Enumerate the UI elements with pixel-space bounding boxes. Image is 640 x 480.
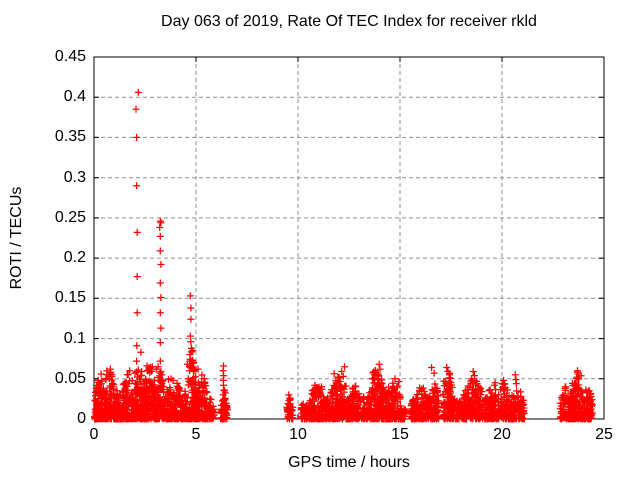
y-tick-label: 0.1: [63, 329, 86, 347]
grid-lines: [94, 57, 604, 419]
x-tick-label: 5: [191, 426, 201, 443]
y-tick-label: 0.45: [54, 48, 86, 65]
roti-scatter-points: [91, 88, 596, 423]
y-tick-label: 0.2: [63, 249, 86, 267]
y-tick-label: 0.25: [54, 208, 86, 226]
y-tick-label: 0.15: [54, 289, 86, 307]
x-tick-label: 0: [89, 426, 99, 443]
tick-marks: [93, 56, 605, 420]
y-axis-title: ROTI / TECUs: [8, 186, 25, 290]
y-tick-label: 0.3: [63, 168, 86, 186]
y-tick-label: 0.05: [54, 369, 86, 387]
x-tick-label: 10: [289, 426, 307, 443]
x-tick-label: 15: [391, 426, 409, 443]
axis-border: [93, 56, 605, 420]
x-tick-label: 25: [595, 426, 613, 443]
x-axis-title: GPS time / hours: [288, 454, 410, 471]
y-tick-label: 0.4: [63, 88, 86, 106]
chart-title: Day 063 of 2019, Rate Of TEC Index for r…: [161, 13, 537, 30]
y-tick-label: 0.35: [54, 128, 86, 146]
x-tick-label: 20: [493, 426, 511, 443]
y-tick-label: 0: [77, 410, 86, 427]
